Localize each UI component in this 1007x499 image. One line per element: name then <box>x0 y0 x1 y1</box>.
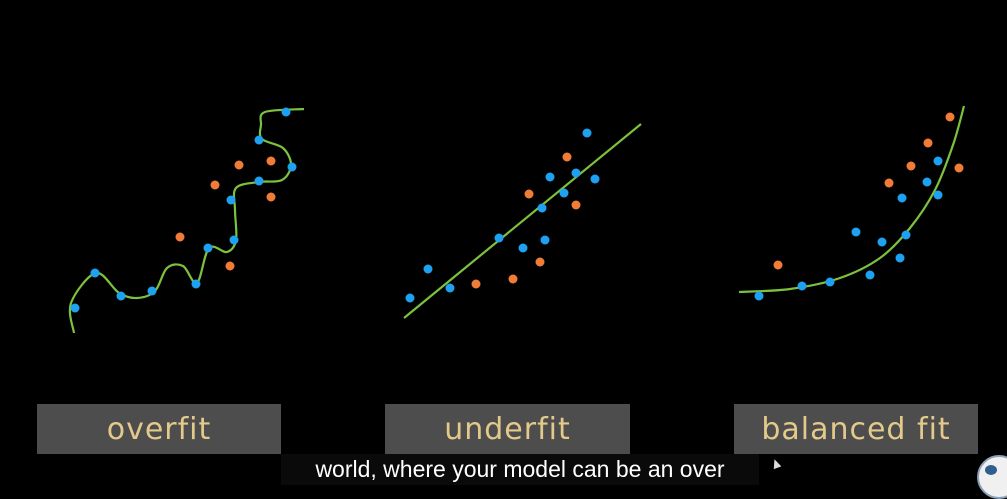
blue-data-point <box>922 177 932 187</box>
orange-data-point <box>508 274 518 284</box>
blue-data-point <box>254 176 264 186</box>
blue-data-point <box>797 281 807 291</box>
blue-data-point <box>281 107 291 117</box>
blue-data-point <box>445 283 455 293</box>
orange-data-point <box>923 138 933 148</box>
blue-data-point <box>254 135 264 145</box>
blue-data-point <box>933 190 943 200</box>
blue-data-point <box>147 286 157 296</box>
blue-data-point <box>897 193 907 203</box>
blue-data-point <box>494 233 504 243</box>
blue-data-point <box>90 268 100 278</box>
subtitle-text: world, where your model can be an over <box>315 456 725 482</box>
blue-data-point <box>70 303 80 313</box>
channel-logo-mark <box>985 465 997 475</box>
orange-data-point <box>266 156 276 166</box>
blue-data-point <box>865 270 875 280</box>
blue-data-point <box>545 172 555 182</box>
blue-data-point <box>933 156 943 166</box>
blue-data-point <box>423 264 433 274</box>
orange-data-point <box>571 200 581 210</box>
underfit-label: underfit <box>444 411 571 447</box>
orange-data-point <box>773 260 783 270</box>
overfit-label-box: overfit <box>37 404 281 454</box>
fit-curve <box>68 107 305 334</box>
underfit-label-box: underfit <box>385 404 630 454</box>
plots-canvas <box>68 105 966 334</box>
channel-logo-icon[interactable] <box>977 455 1007 499</box>
orange-data-point <box>471 279 481 289</box>
blue-data-point <box>226 195 236 205</box>
blue-data-point <box>754 291 764 301</box>
overfit-label: overfit <box>106 411 212 447</box>
blue-data-point <box>405 293 415 303</box>
orange-data-point <box>535 257 545 267</box>
subtitle-caption: world, where your model can be an over <box>281 454 759 485</box>
blue-data-point <box>895 253 905 263</box>
orange-data-point <box>884 178 894 188</box>
fit-line <box>403 123 642 319</box>
orange-data-point <box>945 112 955 122</box>
blue-data-point <box>877 237 887 247</box>
blue-data-point <box>851 227 861 237</box>
orange-data-point <box>954 163 964 173</box>
blue-data-point <box>537 203 547 213</box>
blue-data-point <box>590 174 600 184</box>
blue-data-point <box>518 243 528 253</box>
blue-data-point <box>582 128 592 138</box>
blue-data-point <box>229 235 239 245</box>
blue-data-point <box>203 243 213 253</box>
balanced-fit-label: balanced fit <box>761 411 951 447</box>
underfit-plot <box>403 123 642 319</box>
blue-data-point <box>287 162 297 172</box>
fit-curve <box>738 105 966 294</box>
orange-data-point <box>562 152 572 162</box>
blue-data-point <box>116 291 126 301</box>
blue-data-point <box>559 188 569 198</box>
balanced-fit-plot <box>738 105 966 301</box>
blue-data-point <box>540 235 550 245</box>
overfit-plot <box>68 107 305 334</box>
blue-data-point <box>571 168 581 178</box>
balanced-fit-label-box: balanced fit <box>734 404 978 454</box>
orange-data-point <box>906 161 916 171</box>
orange-data-point <box>175 232 185 242</box>
orange-data-point <box>234 160 244 170</box>
orange-data-point <box>225 261 235 271</box>
orange-data-point <box>524 189 534 199</box>
orange-data-point <box>266 192 276 202</box>
orange-data-point <box>210 180 220 190</box>
blue-data-point <box>825 277 835 287</box>
blue-data-point <box>191 279 201 289</box>
blue-data-point <box>901 230 911 240</box>
